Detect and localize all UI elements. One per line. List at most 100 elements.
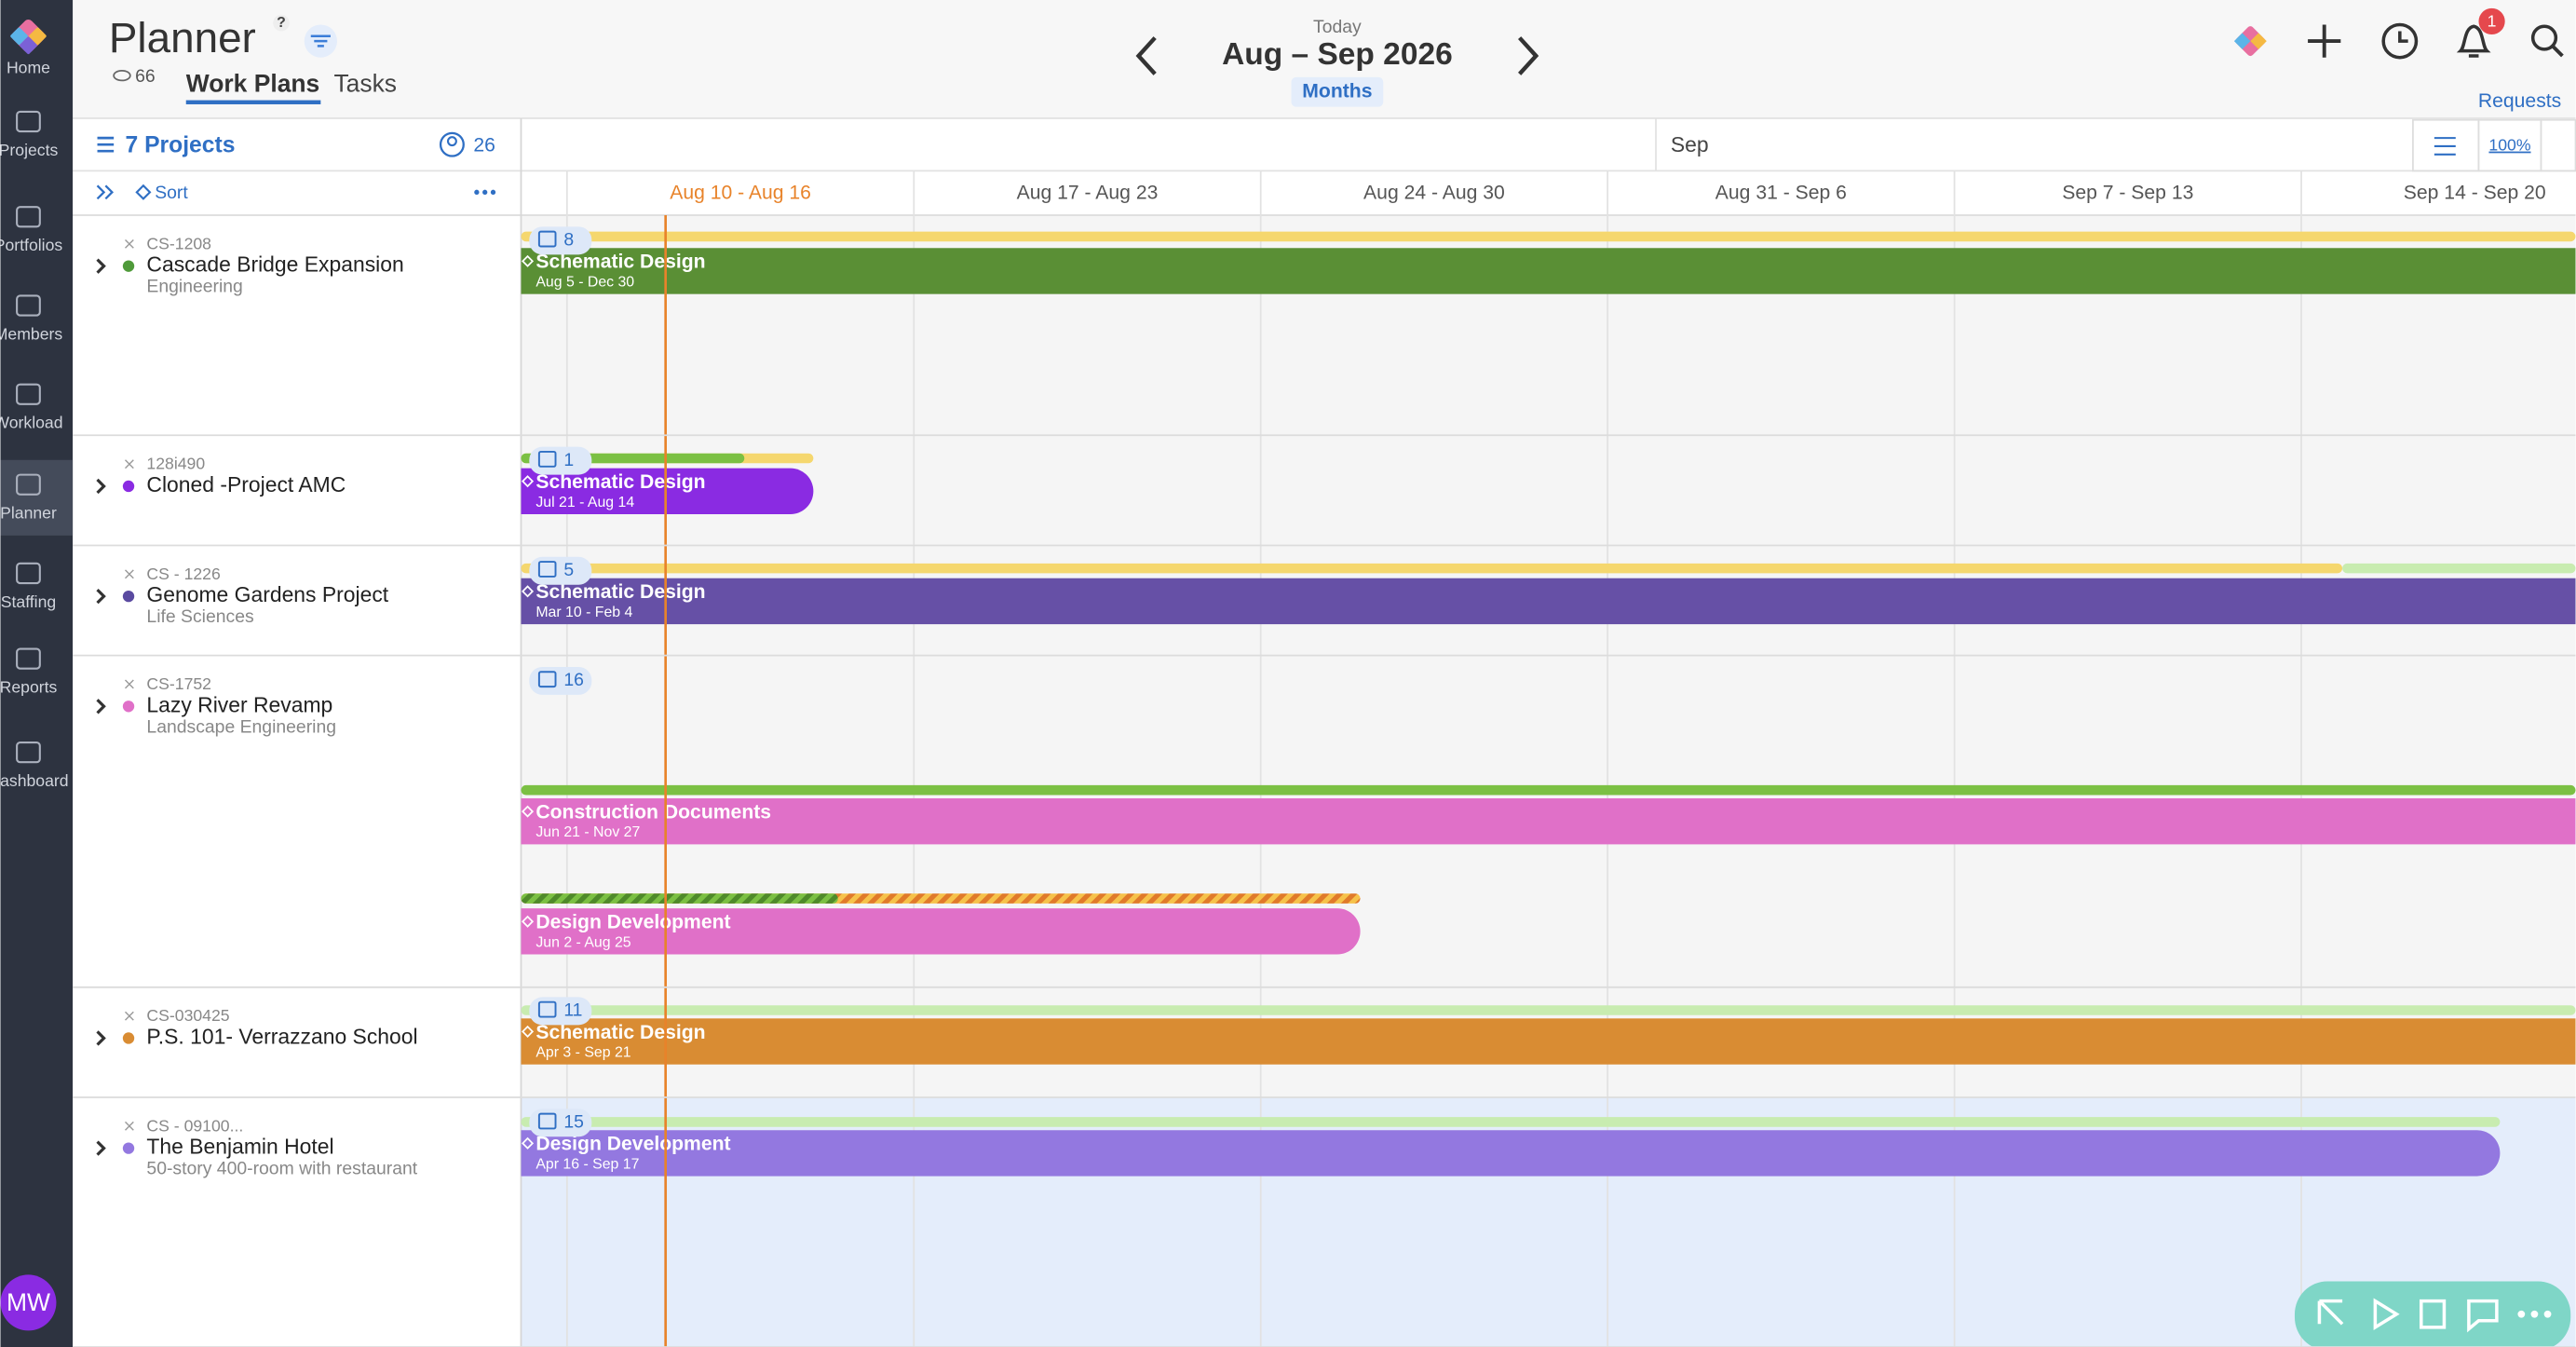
phase-name: Design Development (536, 1134, 730, 1155)
project-name[interactable]: The Benjamin Hotel (146, 1135, 333, 1159)
week-label: Aug 17 - Aug 23 (1017, 183, 1159, 204)
tool-play[interactable] (2373, 1298, 2400, 1330)
phase-bar[interactable] (521, 1130, 2501, 1177)
phase-bar[interactable] (521, 578, 2576, 625)
tab[interactable]: Work Plans (186, 70, 320, 98)
progress-line (521, 231, 2576, 242)
project-code: CS-030425 (146, 1006, 229, 1025)
project-dot (122, 590, 135, 603)
project-name[interactable]: Lazy River Revamp (146, 692, 332, 716)
expand-all[interactable] (96, 184, 115, 200)
history-button[interactable] (2381, 22, 2419, 60)
nav-item[interactable]: Dashboard (0, 771, 69, 790)
apps-icon[interactable] (2233, 25, 2267, 58)
expand-chevron[interactable] (96, 1030, 106, 1046)
floating-toolbar (2294, 1281, 2571, 1347)
tool-comment[interactable] (2467, 1299, 2499, 1333)
phase-dates: Aug 5 - Dec 30 (536, 274, 634, 290)
nav-icon (16, 562, 41, 585)
requests-link[interactable]: Requests (2478, 90, 2561, 112)
prev-button[interactable] (1135, 36, 1157, 75)
phase-dates: Jul 21 - Aug 14 (536, 495, 634, 510)
phase-bar[interactable] (521, 798, 2576, 845)
project-dot (122, 1142, 135, 1154)
project-name[interactable]: Genome Gardens Project (146, 582, 388, 606)
search-button[interactable] (2530, 24, 2558, 51)
expand-chevron[interactable] (96, 478, 106, 495)
nav-item[interactable]: Projects (0, 141, 58, 159)
phase-bar[interactable] (521, 248, 2576, 294)
expand-chevron[interactable] (96, 258, 106, 274)
nav-item[interactable]: Planner (0, 504, 57, 523)
nav-item[interactable]: Portfolios (0, 236, 62, 254)
calendar-icon (537, 450, 557, 468)
phase-dates: Jun 21 - Nov 27 (536, 824, 640, 840)
logo[interactable] (10, 18, 47, 55)
more-button[interactable] (474, 189, 496, 195)
week-label: Sep 7 - Sep 13 (2062, 183, 2193, 204)
timeline: Aug 10 - Aug 16 Aug 17 - Aug 23 Aug 24 - A… (521, 170, 2576, 1347)
project-dot (122, 260, 135, 272)
notification-badge (2478, 7, 2505, 35)
nav-item[interactable]: Staffing (1, 592, 56, 611)
notification-count: 1 (2488, 11, 2497, 30)
avatar-initials: MW (7, 1288, 50, 1316)
tab[interactable]: Tasks (333, 70, 397, 98)
tool-select[interactable] (2317, 1299, 2344, 1326)
nav-icon (16, 647, 41, 670)
phase-bar[interactable] (521, 1018, 2576, 1065)
tool-notes[interactable] (2419, 1299, 2447, 1329)
members-icon (439, 131, 465, 157)
phase-count: 16 (563, 670, 584, 690)
project-subtitle: Life Sciences (146, 606, 253, 627)
next-button[interactable] (1518, 36, 1539, 75)
nav-item[interactable]: Home (7, 59, 50, 77)
notifications-button[interactable] (2456, 24, 2491, 58)
phase-bar[interactable] (521, 908, 1361, 955)
nav-item[interactable]: Members (0, 324, 62, 343)
count-badge (529, 666, 592, 695)
project-code: CS-1208 (146, 234, 211, 252)
phase-count: 15 (563, 1111, 584, 1132)
search-handle (2551, 45, 2564, 58)
reset-button[interactable] (2540, 118, 2576, 172)
count-badge (529, 556, 592, 585)
project-code: 128i490 (146, 455, 205, 473)
calendar-icon (537, 230, 557, 248)
view-mode[interactable]: Months (1302, 80, 1372, 102)
phase-diamond (522, 1136, 535, 1150)
members-count[interactable]: 26 (473, 135, 495, 156)
projects-count[interactable]: 7 Projects (126, 132, 236, 157)
phase-name: Construction Documents (536, 801, 771, 823)
project-code: CS - 09100... (146, 1116, 243, 1135)
project-name[interactable]: Cascade Bridge Expansion (146, 252, 403, 277)
project-name[interactable]: Cloned -Project AMC (146, 472, 346, 497)
expand-chevron[interactable] (96, 1140, 106, 1156)
nav-icon (16, 742, 41, 764)
add-button[interactable] (2308, 24, 2341, 58)
project-subtitle: Landscape Engineering (146, 716, 336, 737)
phase-diamond (522, 805, 535, 818)
members-icon-head (446, 136, 457, 147)
week-label: Aug 10 - Aug 16 (670, 183, 811, 204)
avatar[interactable] (0, 1274, 57, 1331)
project-code: CS - 1226 (146, 565, 221, 583)
zoom-button[interactable] (2477, 118, 2542, 172)
phase-name: Schematic Design (536, 252, 705, 273)
calendar-icon (537, 671, 557, 688)
calendar-icon (537, 1112, 557, 1130)
nav-item[interactable]: Reports (0, 678, 58, 697)
tool-more[interactable] (2517, 1310, 2552, 1318)
phase-bar[interactable] (521, 468, 814, 514)
nav-item[interactable]: Workload (0, 414, 63, 432)
sort-button[interactable]: Sort (155, 183, 188, 203)
nav-icon (16, 294, 41, 317)
today-button[interactable]: Today (1313, 17, 1362, 37)
help[interactable]: ? (277, 15, 286, 31)
week-label: Aug 31 - Sep 6 (1715, 183, 1847, 204)
date-range: Aug – Sep 2026 (1222, 37, 1453, 72)
expand-chevron[interactable] (96, 588, 106, 605)
project-name[interactable]: P.S. 101- Verrazzano School (146, 1025, 417, 1049)
expand-chevron[interactable] (96, 699, 106, 714)
